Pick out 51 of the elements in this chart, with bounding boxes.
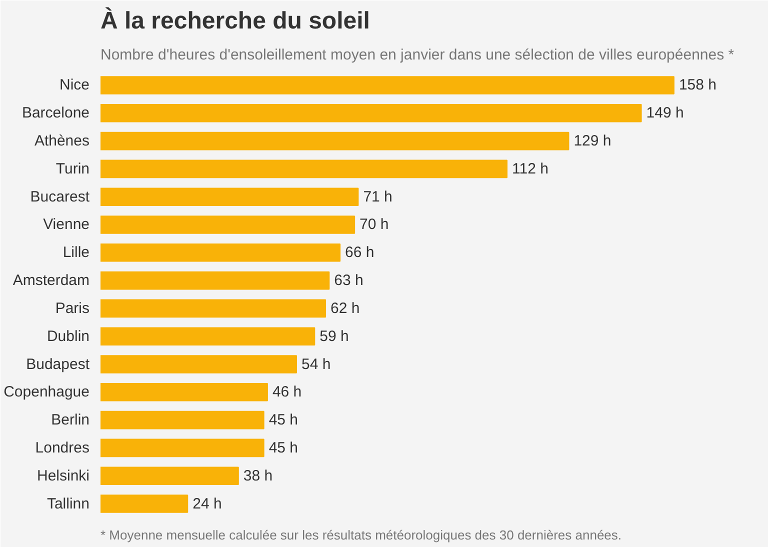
bar bbox=[100, 438, 264, 458]
y-tick-label: Helsinki bbox=[36, 467, 90, 484]
bar bbox=[100, 383, 268, 402]
y-tick-label: Lille bbox=[62, 244, 90, 262]
data-label: 149 h bbox=[646, 104, 684, 122]
bar bbox=[100, 466, 239, 486]
y-tick-label: Amsterdam bbox=[12, 272, 90, 290]
data-label: 24 h bbox=[192, 495, 222, 512]
y-tick-label: Vienne bbox=[43, 216, 90, 234]
text: * Moyenne mensuelle calculée sur les résultats météorologiques des 30 dernières années. bbox=[100, 528, 622, 542]
bar bbox=[100, 160, 508, 178]
y-tick-label: Barcelone bbox=[22, 104, 90, 122]
y-tick-label: Berlin bbox=[51, 412, 90, 429]
bar bbox=[100, 355, 297, 374]
y-tick-label: Copenhague bbox=[4, 384, 90, 401]
bar bbox=[100, 410, 264, 430]
chart-subtitle: Nombre d'heures d'ensoleillement moyen en janvier dans une sélection de villes européennes * bbox=[100, 46, 734, 64]
y-tick-label: Budapest bbox=[26, 356, 90, 373]
bar bbox=[100, 104, 642, 122]
data-label: 45 h bbox=[268, 412, 298, 429]
data-label: 129 h bbox=[574, 132, 612, 150]
bar bbox=[100, 188, 359, 206]
bar bbox=[100, 76, 674, 94]
data-label: 112 h bbox=[512, 160, 548, 178]
y-tick-label: Turin bbox=[56, 160, 90, 178]
bar bbox=[100, 216, 356, 234]
data-label: 45 h bbox=[268, 439, 298, 456]
y-tick-label: Londres bbox=[35, 439, 90, 456]
y-tick-label: Nice bbox=[59, 76, 90, 94]
y-tick-label: Bucarest bbox=[30, 188, 90, 206]
data-label: 46 h bbox=[272, 384, 302, 401]
chart-title: À la recherche du soleil bbox=[100, 6, 370, 34]
y-tick-label: Tallinn bbox=[46, 495, 90, 512]
bar bbox=[100, 327, 316, 346]
data-label: 158 h bbox=[678, 76, 716, 94]
data-label: 70 h bbox=[360, 216, 389, 234]
bar bbox=[100, 244, 341, 262]
data-label: 38 h bbox=[243, 467, 273, 484]
y-tick-label: Paris bbox=[55, 300, 90, 317]
bar bbox=[100, 271, 330, 290]
bar bbox=[100, 494, 188, 513]
y-tick-label: Dublin bbox=[46, 328, 90, 345]
data-label: 66 h bbox=[345, 244, 374, 262]
bar bbox=[100, 299, 326, 318]
data-label: 54 h bbox=[301, 356, 331, 373]
data-label: 59 h bbox=[320, 328, 349, 345]
y-tick-label: Athènes bbox=[34, 132, 90, 150]
bar bbox=[100, 132, 570, 150]
data-label: 63 h bbox=[334, 272, 364, 290]
data-label: 71 h bbox=[363, 188, 392, 206]
data-label: 62 h bbox=[330, 300, 360, 317]
